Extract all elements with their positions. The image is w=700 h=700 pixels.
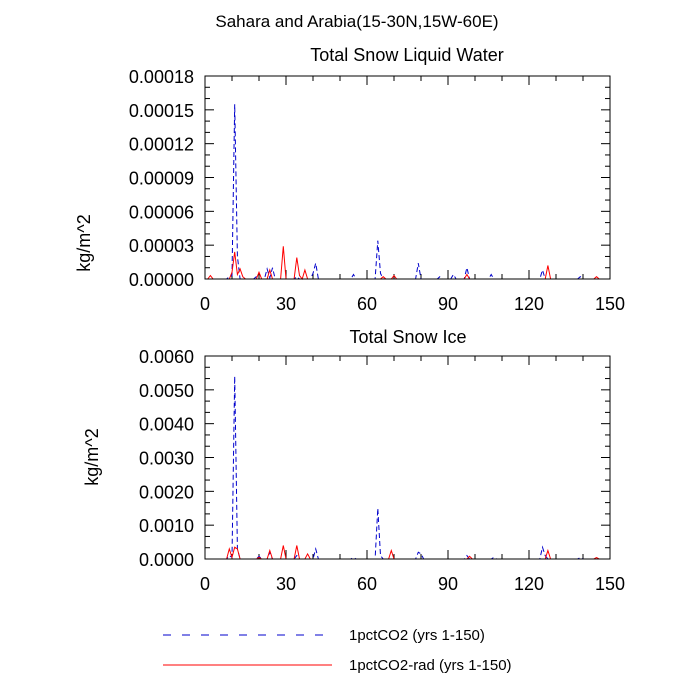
y-tick-label: 0.0020 bbox=[139, 482, 194, 502]
chart-title: Total Snow Ice bbox=[349, 327, 466, 347]
x-tick-label: 150 bbox=[595, 294, 625, 314]
plot-frame bbox=[204, 75, 611, 280]
y-tick-label: 0.0060 bbox=[139, 347, 194, 367]
y-ticks: 0.00000 0.00003 0.00006 0.00009 0.00012 0.000… bbox=[129, 67, 610, 290]
x-tick-label: 90 bbox=[438, 294, 458, 314]
y-tick-label: 0.0030 bbox=[139, 449, 194, 469]
y-tick-label: 0.00015 bbox=[129, 101, 194, 121]
x-tick-label: 0 bbox=[200, 574, 210, 594]
series-line-1pctco2 bbox=[207, 376, 610, 560]
x-ticks: 0 30 60 90 120 150 bbox=[200, 76, 625, 314]
chart-title: Total Snow Liquid Water bbox=[310, 45, 503, 65]
legend-label-1pctco2-rad: 1pctCO2-rad (yrs 1-150) bbox=[349, 657, 512, 674]
y-tick-label: 0.00000 bbox=[129, 270, 194, 290]
plot-frame bbox=[204, 355, 611, 560]
x-tick-label: 90 bbox=[438, 574, 458, 594]
y-tick-label: 0.0000 bbox=[139, 550, 194, 570]
x-tick-label: 30 bbox=[276, 574, 296, 594]
y-tick-label: 0.00018 bbox=[129, 67, 194, 87]
y-tick-label: 0.00009 bbox=[129, 169, 194, 189]
x-tick-label: 60 bbox=[357, 574, 377, 594]
series-line-1pctco2 bbox=[207, 104, 610, 280]
x-tick-label: 60 bbox=[357, 294, 377, 314]
y-axis-label: kg/m^2 bbox=[82, 428, 102, 485]
series-group bbox=[207, 376, 610, 560]
y-tick-label: 0.0040 bbox=[139, 415, 194, 435]
y-tick-label: 0.0010 bbox=[139, 516, 194, 536]
series-line-1pctco2-rad bbox=[207, 246, 610, 281]
y-axis-label: kg/m^2 bbox=[74, 214, 94, 271]
series-group bbox=[207, 104, 610, 281]
y-ticks: 0.0000 0.0010 0.0020 0.0030 0.0040 0.0050 0.00… bbox=[139, 347, 610, 570]
series-line-1pctco2-rad bbox=[207, 545, 610, 560]
x-tick-label: 30 bbox=[276, 294, 296, 314]
x-tick-label: 120 bbox=[514, 574, 544, 594]
y-tick-label: 0.0050 bbox=[139, 381, 194, 401]
figure-title: Sahara and Arabia(15-30N,15W-60E) bbox=[215, 12, 498, 31]
y-tick-label: 0.00006 bbox=[129, 202, 194, 222]
y-tick-label: 0.00003 bbox=[129, 236, 194, 256]
panel-liquid-water: Total Snow Liquid Water kg/m^2 0.000000.… bbox=[74, 45, 625, 314]
x-tick-label: 0 bbox=[200, 294, 210, 314]
x-tick-label: 120 bbox=[514, 294, 544, 314]
y-tick-label: 0.00012 bbox=[129, 135, 194, 155]
x-ticks: 0 30 60 90 120 150 bbox=[200, 356, 625, 594]
legend-label-1pctco2: 1pctCO2 (yrs 1-150) bbox=[349, 627, 485, 644]
x-tick-label: 150 bbox=[595, 574, 625, 594]
panel-snow-ice: Total Snow Ice kg/m^2 0.0000 0.0010 0.0020… bbox=[82, 327, 625, 594]
legend: 1pctCO2 (yrs 1-150) 1pctCO2-rad (yrs 1-1… bbox=[163, 627, 512, 674]
